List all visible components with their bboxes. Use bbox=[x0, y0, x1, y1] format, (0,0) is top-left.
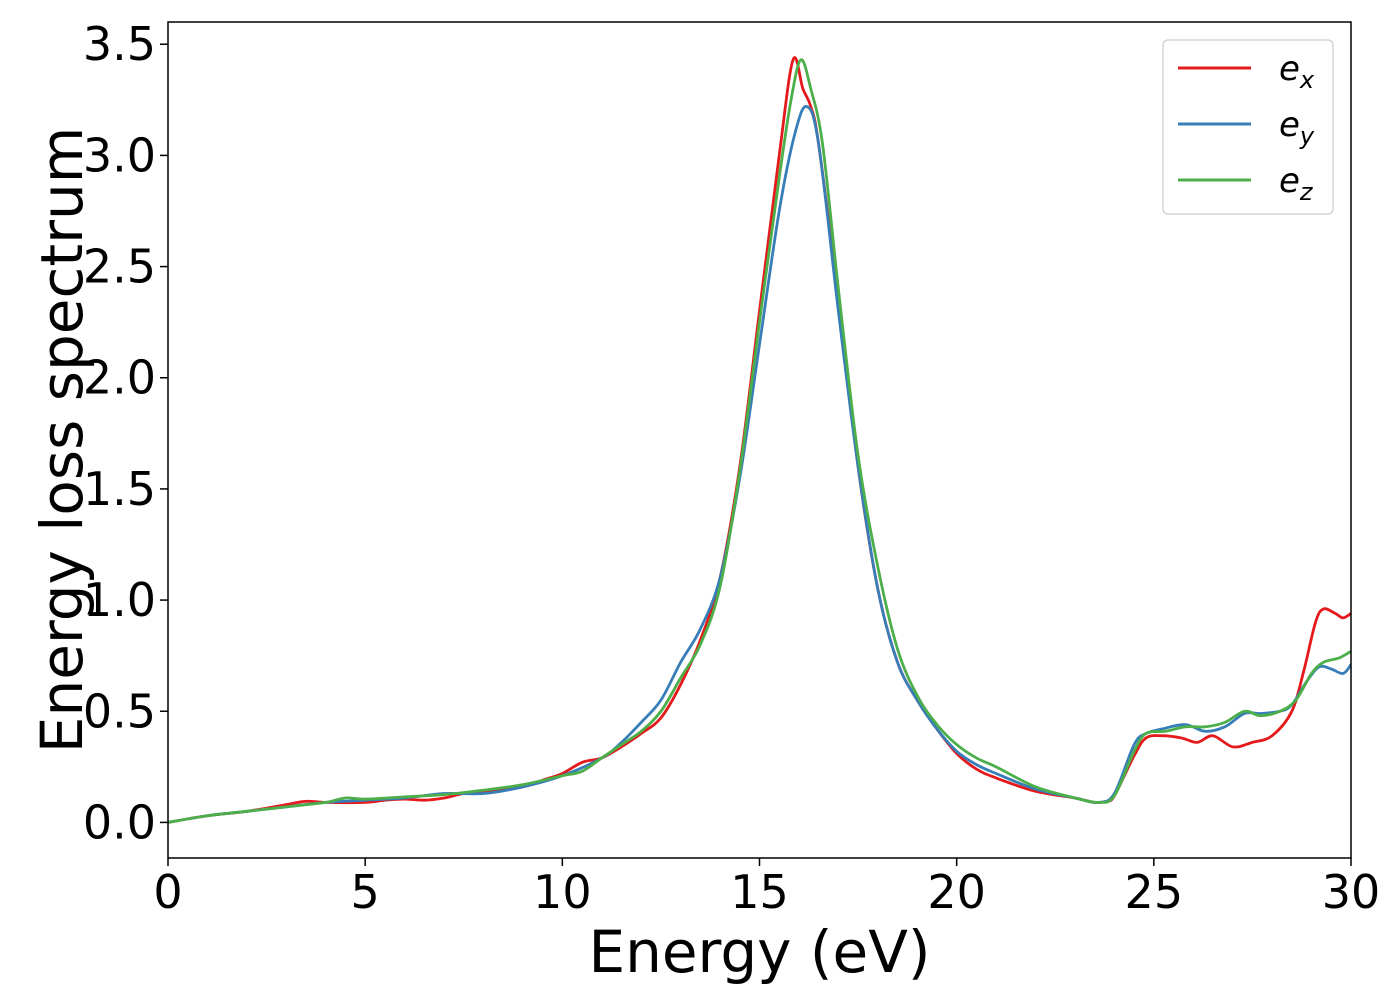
x-axis-ticks: 0 5 10 15 20 25 30 bbox=[153, 858, 1380, 919]
series-line-ey bbox=[168, 104, 1351, 824]
y-tick-label: 0.5 bbox=[83, 684, 156, 738]
legend-label-ez: ez bbox=[1279, 161, 1314, 206]
y-tick-label: 1.5 bbox=[83, 462, 156, 516]
y-tick-label: 2.5 bbox=[83, 240, 156, 294]
y-tick-label: 2.0 bbox=[83, 351, 156, 405]
series-line-ez bbox=[168, 58, 1351, 824]
series-layer bbox=[168, 56, 1351, 824]
y-tick-label: 3.5 bbox=[83, 17, 156, 71]
x-tick-label: 15 bbox=[730, 865, 789, 919]
x-tick-label: 25 bbox=[1125, 865, 1184, 919]
y-tick-label: 0.0 bbox=[83, 795, 156, 849]
y-tick-label: 1.0 bbox=[83, 573, 156, 627]
x-tick-label: 5 bbox=[351, 865, 380, 919]
legend-label-ex: ex bbox=[1279, 49, 1315, 94]
legend-label-ey: ey bbox=[1279, 105, 1315, 150]
x-tick-label: 0 bbox=[153, 865, 182, 919]
legend-box bbox=[1162, 39, 1334, 215]
legend: ex ey ez bbox=[1162, 39, 1334, 215]
x-axis-title: Energy (eV) bbox=[588, 918, 930, 986]
x-tick-label: 20 bbox=[927, 865, 986, 919]
y-axis-ticks: 0.0 0.5 1.0 1.5 2.0 2.5 3.0 3.5 bbox=[83, 17, 168, 849]
x-tick-label: 30 bbox=[1322, 865, 1381, 919]
y-axis-title: Energy loss spectrum bbox=[28, 127, 96, 753]
x-tick-label: 10 bbox=[533, 865, 592, 919]
y-tick-label: 3.0 bbox=[83, 128, 156, 182]
